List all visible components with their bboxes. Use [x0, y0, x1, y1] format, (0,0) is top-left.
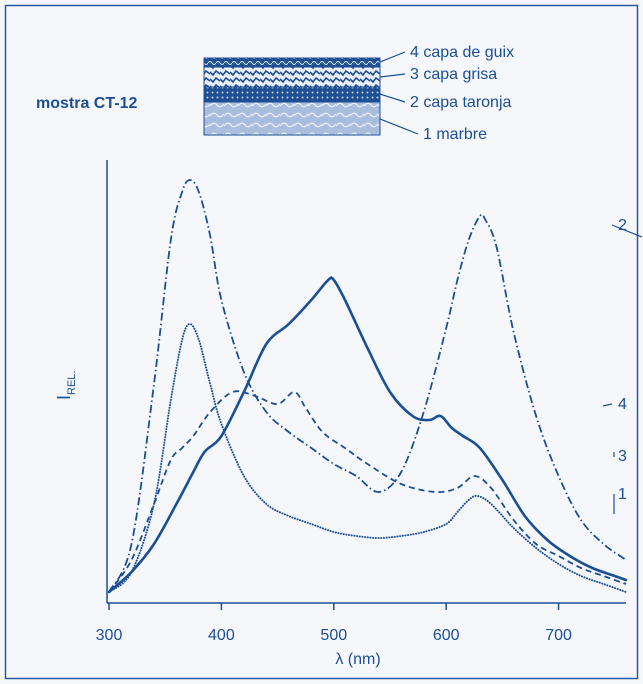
y-axis-label-sub: REL.	[66, 371, 78, 395]
layer-4-swatch	[203, 57, 381, 68]
series-3-line	[108, 390, 627, 593]
series-1-label: 1	[618, 486, 627, 503]
legend-leader-3	[379, 73, 406, 78]
x-ticks: 300 400 500 600 700	[96, 603, 572, 644]
legend-entry-3: 3 capa grisa	[410, 66, 497, 83]
y-axis-label-main: I	[54, 395, 74, 400]
svg-text:IREL.: IREL.	[54, 371, 78, 400]
series-4-leader	[602, 403, 613, 407]
x-tick-label-500: 500	[320, 627, 347, 644]
series-3-label: 3	[618, 448, 627, 465]
series-1-line	[108, 323, 627, 593]
legend-leader-1	[379, 118, 419, 135]
y-axis-label: IREL.	[54, 371, 78, 400]
series-2-leader	[611, 224, 643, 238]
series-2-line	[108, 179, 627, 593]
x-tick-label-300: 300	[96, 627, 123, 644]
legend-entry-1: 1 marbre	[423, 126, 487, 143]
legend-entry-2: 2 capa taronja	[410, 94, 512, 111]
x-axis-label: λ (nm)	[335, 651, 380, 668]
layer-3-swatch	[203, 66, 381, 88]
legend-entry-4: 4 capa de guix	[410, 44, 514, 61]
legend-leader-2	[379, 93, 406, 103]
x-tick-label-400: 400	[208, 627, 235, 644]
x-tick-label-600: 600	[433, 627, 460, 644]
series-2-label: 2	[618, 217, 627, 234]
layer-stack-legend: 4 capa de guix 3 capa grisa 2 capa taron…	[203, 44, 514, 143]
series-callouts: 2 4 3 1	[602, 217, 643, 514]
x-tick-label-700: 700	[545, 627, 572, 644]
layer-1-swatch	[203, 101, 381, 136]
series-4-label: 4	[618, 396, 627, 413]
layer-2-swatch	[203, 86, 381, 103]
chart-title: mostra CT-12	[36, 95, 137, 112]
series-4-line	[107, 276, 628, 594]
series-layer	[107, 179, 628, 594]
legend-leader-4	[379, 51, 406, 63]
